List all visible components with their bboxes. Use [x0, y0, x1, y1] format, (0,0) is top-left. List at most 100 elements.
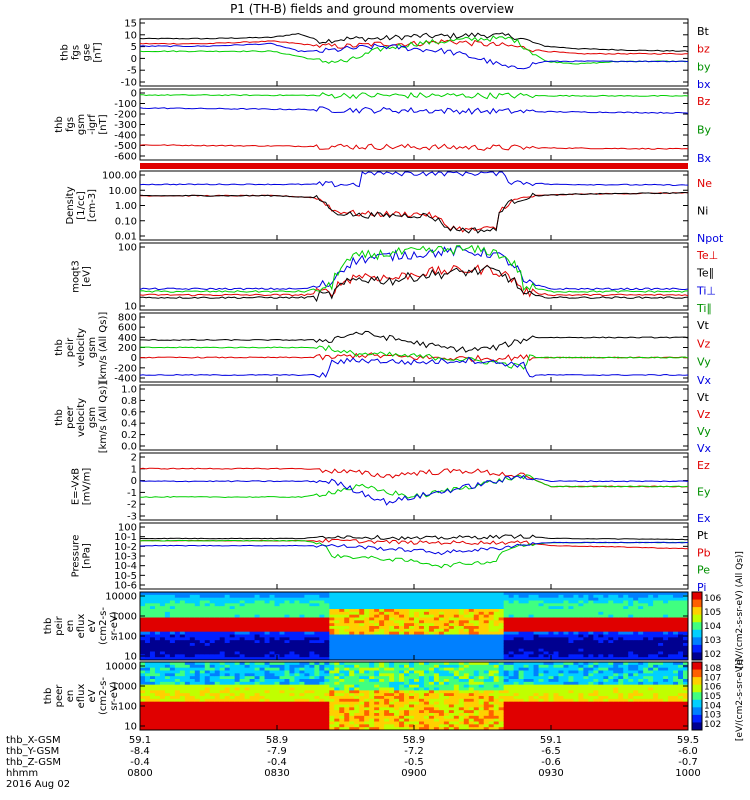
spectrogram-cell	[523, 696, 530, 700]
spectrogram-cell	[334, 681, 340, 686]
spectrogram-cell	[274, 670, 280, 674]
spectrogram-cell	[289, 701, 295, 705]
spectrogram-cell	[214, 614, 221, 618]
series-line-Vx	[139, 356, 689, 378]
spectrogram-cell	[314, 640, 320, 644]
spectrogram-cell	[404, 662, 410, 666]
spectrogram-cell	[354, 696, 360, 700]
spectrogram-cell	[643, 651, 649, 655]
spectrogram-cell	[184, 727, 191, 731]
spectrogram-cell	[409, 690, 415, 694]
spectrogram-cell	[319, 715, 325, 720]
spectrogram-cell	[458, 715, 465, 720]
spectrogram-cell	[409, 617, 415, 621]
spectrogram-cell	[533, 679, 540, 683]
spectrogram-cell	[513, 623, 520, 627]
spectrogram-cell	[344, 718, 350, 722]
spectrogram-cell	[673, 634, 679, 638]
spectrogram-cell	[329, 664, 335, 669]
spectrogram-cell	[643, 609, 649, 613]
spectrogram-cell	[414, 662, 420, 666]
spectrogram-cell	[578, 594, 584, 599]
spectrogram-cell	[513, 681, 520, 686]
spectrogram-cell	[438, 698, 445, 703]
spectrogram-cell	[309, 664, 315, 669]
spectrogram-cell	[189, 701, 196, 705]
spectrogram-cell	[428, 592, 435, 596]
spectrogram-cell	[329, 727, 335, 731]
spectrogram-cell	[324, 673, 330, 677]
spectrogram-cell	[603, 620, 609, 624]
spectrogram-cell	[249, 600, 256, 604]
spectrogram-cell	[309, 597, 315, 601]
spectrogram-cell	[389, 727, 395, 731]
spectrogram-cell	[523, 634, 530, 638]
spectrogram-cell	[189, 715, 196, 720]
spectrogram-cell	[558, 718, 564, 722]
spectrogram-cell	[488, 710, 495, 714]
spectrogram-cell	[244, 645, 251, 650]
spectrogram-cell	[204, 715, 211, 720]
spectrogram-cell	[433, 721, 440, 725]
spectrogram-cell	[149, 614, 156, 618]
spectrogram-cell	[478, 696, 485, 700]
spectrogram-cell	[389, 667, 395, 671]
spectrogram-cell	[528, 617, 535, 621]
y-tick-label: 10	[124, 652, 137, 663]
spectrogram-cell	[239, 704, 246, 708]
spectrogram-cell	[189, 696, 196, 700]
spectrogram-cell	[448, 701, 455, 705]
spectrogram-cell	[344, 594, 350, 599]
spectrogram-cell	[189, 626, 196, 630]
spectrogram-cell	[438, 701, 445, 705]
spectrogram-cell	[428, 594, 435, 599]
spectrogram-cell	[289, 611, 295, 616]
spectrogram-cell	[309, 609, 315, 613]
spectrogram-cell	[558, 651, 564, 655]
spectrogram-cell	[334, 721, 340, 725]
spectrogram-cell	[453, 721, 460, 725]
spectrogram-cell	[319, 643, 325, 647]
spectrogram-cell	[663, 597, 669, 601]
spectrogram-cell	[319, 664, 325, 669]
spectrogram-cell	[144, 721, 151, 725]
spectrogram-cell	[279, 614, 285, 618]
spectrogram-cell	[324, 684, 330, 688]
spectrogram-cell	[189, 718, 196, 722]
spectrogram-cell	[433, 670, 440, 674]
spectrogram-cell	[159, 645, 166, 650]
spectrogram-cell	[503, 698, 510, 703]
spectrogram-cell	[543, 696, 550, 700]
spectrogram-cell	[498, 626, 505, 630]
spectrogram-cell	[468, 654, 475, 658]
spectrogram-cell	[144, 628, 151, 633]
spectrogram-cell	[314, 687, 320, 691]
spectrogram-cell	[319, 679, 325, 683]
spectrogram-cell	[249, 654, 256, 658]
spectrogram-cell	[428, 662, 435, 666]
spectrogram-cell	[643, 611, 649, 616]
spectrogram-cell	[438, 676, 445, 680]
spectrogram-cell	[274, 690, 280, 694]
spectrogram-cell	[463, 594, 470, 599]
spectrogram-cell	[299, 707, 305, 711]
spectrogram-cell	[369, 713, 375, 717]
spectrogram-cell	[404, 715, 410, 720]
spectrogram-cell	[254, 603, 261, 607]
spectrogram-cell	[458, 600, 465, 604]
spectrogram-cell	[498, 592, 505, 596]
spectrogram-cell	[234, 631, 241, 635]
spectrogram-cell	[468, 637, 475, 641]
spectrogram-cell	[259, 643, 266, 647]
spectrogram-cell	[224, 603, 231, 607]
spectrogram-cell	[149, 687, 156, 691]
spectrogram-cell	[384, 713, 390, 717]
spectrogram-cell	[364, 657, 370, 661]
spectrogram-cell	[209, 640, 216, 644]
spectrogram-cell	[244, 648, 251, 652]
spectrogram-cell	[418, 643, 425, 647]
spectrogram-cell	[239, 679, 246, 683]
spectrogram-cell	[458, 664, 465, 669]
spectrogram-cell	[299, 690, 305, 694]
spectrogram-cell	[219, 651, 226, 655]
